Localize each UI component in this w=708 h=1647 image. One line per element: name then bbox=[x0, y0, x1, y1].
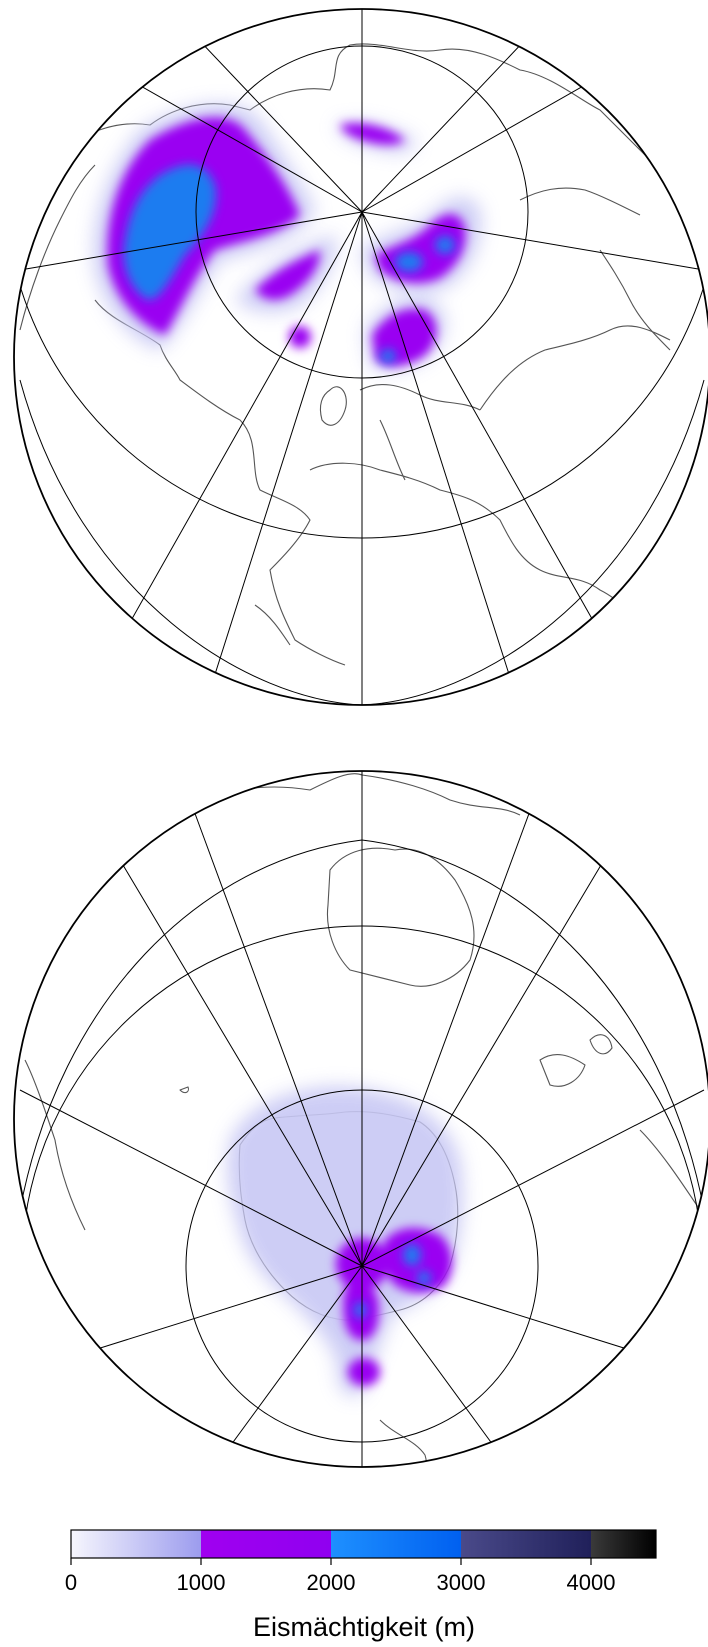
colorbar-frame bbox=[70, 1529, 657, 1559]
colorbar-tick-label: 3000 bbox=[437, 1570, 486, 1595]
south-graticule bbox=[19, 771, 705, 1467]
colorbar-tick-label: 1000 bbox=[177, 1570, 226, 1595]
colorbar-segment-0-1000 bbox=[71, 1530, 201, 1558]
colorbar-segment-4000-4500 bbox=[591, 1530, 656, 1558]
south-hemisphere-map bbox=[13, 770, 708, 1468]
colorbar-ticks: 0 1000 2000 3000 4000 bbox=[65, 1558, 616, 1595]
colorbar: 0 1000 2000 3000 4000 Eismächtigkeit (m) bbox=[65, 1529, 657, 1642]
colorbar-segment-2000-3000 bbox=[331, 1530, 461, 1558]
south-ice-sheets bbox=[227, 1086, 463, 1396]
colorbar-tick-label: 0 bbox=[65, 1570, 77, 1595]
colorbar-tick-label: 2000 bbox=[307, 1570, 356, 1595]
north-hemisphere-map bbox=[13, 8, 708, 706]
north-graticule bbox=[14, 9, 708, 705]
colorbar-segment-1000-2000 bbox=[201, 1530, 331, 1558]
colorbar-segment-3000-4000 bbox=[461, 1530, 591, 1558]
colorbar-title: Eismächtigkeit (m) bbox=[253, 1612, 475, 1642]
colorbar-segments bbox=[71, 1530, 656, 1558]
north-ice-sheets bbox=[93, 103, 481, 371]
north-coastlines bbox=[19, 43, 671, 666]
colorbar-tick-label: 4000 bbox=[567, 1570, 616, 1595]
